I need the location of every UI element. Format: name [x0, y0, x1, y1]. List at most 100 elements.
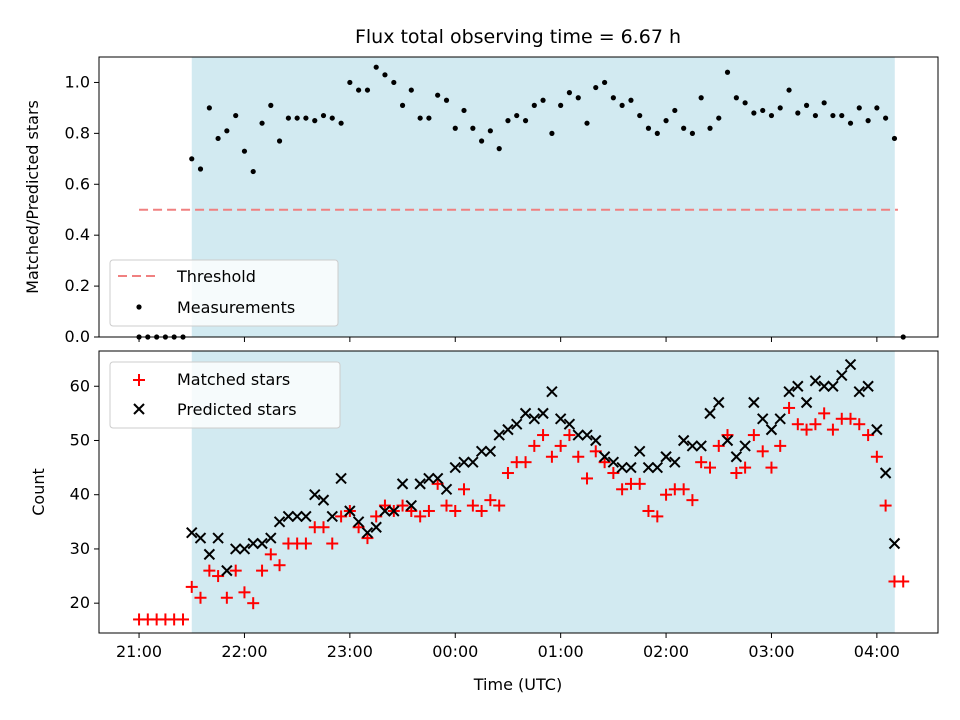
predicted-star-point-b [335, 472, 347, 485]
measurement-point [531, 102, 537, 108]
matched-star-point [704, 461, 717, 474]
matched-star-point [466, 499, 479, 512]
matched-star-point [378, 499, 391, 512]
predicted-star-point [229, 543, 242, 555]
predicted-star-point-b [634, 445, 646, 458]
predicted-star-point-b [221, 564, 233, 577]
predicted-star-point-b [458, 456, 470, 468]
predicted-star-point-b [836, 369, 848, 382]
predicted-star-point-b [677, 434, 690, 447]
predicted-star-point-b [326, 510, 338, 523]
predicted-star-point-b [475, 445, 488, 458]
matched-star-point [177, 613, 190, 626]
matched-star-point [660, 488, 673, 501]
legend-matched-swatch [133, 374, 145, 386]
predicted-star-point-b [493, 429, 505, 441]
predicted-star-point [423, 472, 435, 485]
predicted-star-point-b [704, 407, 716, 420]
predicted-star-point-b [352, 516, 365, 528]
predicted-star-point-b [757, 413, 769, 425]
predicted-star-point [528, 413, 541, 425]
predicted-star-point [818, 380, 830, 392]
predicted-star-point-b [344, 505, 356, 517]
predicted-star-point [449, 461, 461, 474]
predicted-star-point [792, 380, 804, 392]
matched-star-point [853, 418, 866, 431]
predicted-star-point [774, 413, 786, 425]
bottom-y-ticks: 20 30 40 50 60 [70, 376, 99, 612]
measurement-point [496, 146, 502, 152]
measurement-point [575, 95, 581, 101]
predicted-star-point [388, 505, 400, 517]
measurement-point [285, 115, 292, 121]
measurement-points [136, 64, 906, 340]
matched-star-point [422, 504, 435, 517]
predicted-star-point [475, 445, 488, 458]
predicted-star-point [546, 385, 558, 398]
predicted-star-point-b [844, 358, 857, 371]
matched-star-point [475, 504, 488, 517]
predicted-star-point [221, 564, 233, 577]
measurement-point [812, 112, 819, 119]
predicted-star-point-b [572, 429, 584, 441]
predicted-star-point-b [818, 380, 830, 392]
predicted-star-point-b [229, 543, 242, 555]
top-y-tick-label: 0.0 [65, 327, 90, 346]
predicted-star-point-b [871, 423, 883, 436]
predicted-star-point-b [642, 461, 655, 474]
measurement-point [197, 166, 204, 172]
predicted-star-point-b [792, 380, 804, 392]
predicted-star-point-b [581, 429, 593, 441]
measurement-point [768, 112, 775, 119]
matched-star-point [695, 456, 708, 469]
measurement-point [637, 112, 643, 119]
matched-star-point [203, 564, 216, 577]
measurement-point [294, 115, 300, 121]
predicted-star-point [361, 526, 374, 539]
measurement-point [303, 115, 309, 121]
matched-star-point [818, 407, 831, 420]
predicted-star-point-b [291, 510, 303, 523]
predicted-star-point [879, 467, 892, 479]
predicted-star-point [537, 407, 549, 420]
predicted-star-point [581, 429, 593, 441]
matched-star-point [554, 439, 567, 452]
predicted-star-point [704, 407, 716, 420]
measurement-point [391, 79, 397, 86]
measurement-point [224, 128, 230, 134]
measurement-point [382, 72, 388, 78]
x-tick-label: 03:00 [748, 642, 794, 661]
matched-star-point [598, 456, 611, 469]
predicted-star-point [203, 548, 216, 561]
predicted-star-point-b [238, 543, 251, 555]
predicted-star-point [238, 543, 251, 555]
matched-star-point [572, 450, 585, 463]
matched-star-point [317, 521, 330, 534]
measurement-point [689, 130, 696, 136]
matched-star-point [484, 494, 497, 507]
measurement-point [847, 120, 854, 126]
predicted-star-point-b [265, 532, 277, 544]
predicted-star-point [853, 385, 865, 398]
measurement-point [452, 125, 458, 131]
measurement-point [338, 120, 344, 126]
predicted-star-point [484, 445, 497, 458]
predicted-star-point [572, 429, 584, 441]
measurement-point [795, 110, 801, 116]
predicted-star-point [871, 423, 883, 436]
predicted-star-point-b [660, 451, 672, 463]
predicted-star-point-b [888, 537, 901, 550]
predicted-star-point-b [563, 418, 576, 430]
matched-star-point [501, 467, 514, 480]
top-y-tick-label: 0.2 [65, 276, 90, 295]
matched-star-point [581, 472, 594, 485]
measurement-point [602, 79, 608, 86]
measurement-point [716, 115, 722, 121]
predicted-star-point-b [616, 461, 628, 474]
top-y-axis-label: Matched/Predicted stars [23, 100, 42, 294]
bottom-y-axis-label: Count [29, 468, 48, 516]
matched-star-point [721, 429, 734, 442]
predicted-star-point [502, 423, 514, 436]
measurement-point [514, 112, 520, 119]
